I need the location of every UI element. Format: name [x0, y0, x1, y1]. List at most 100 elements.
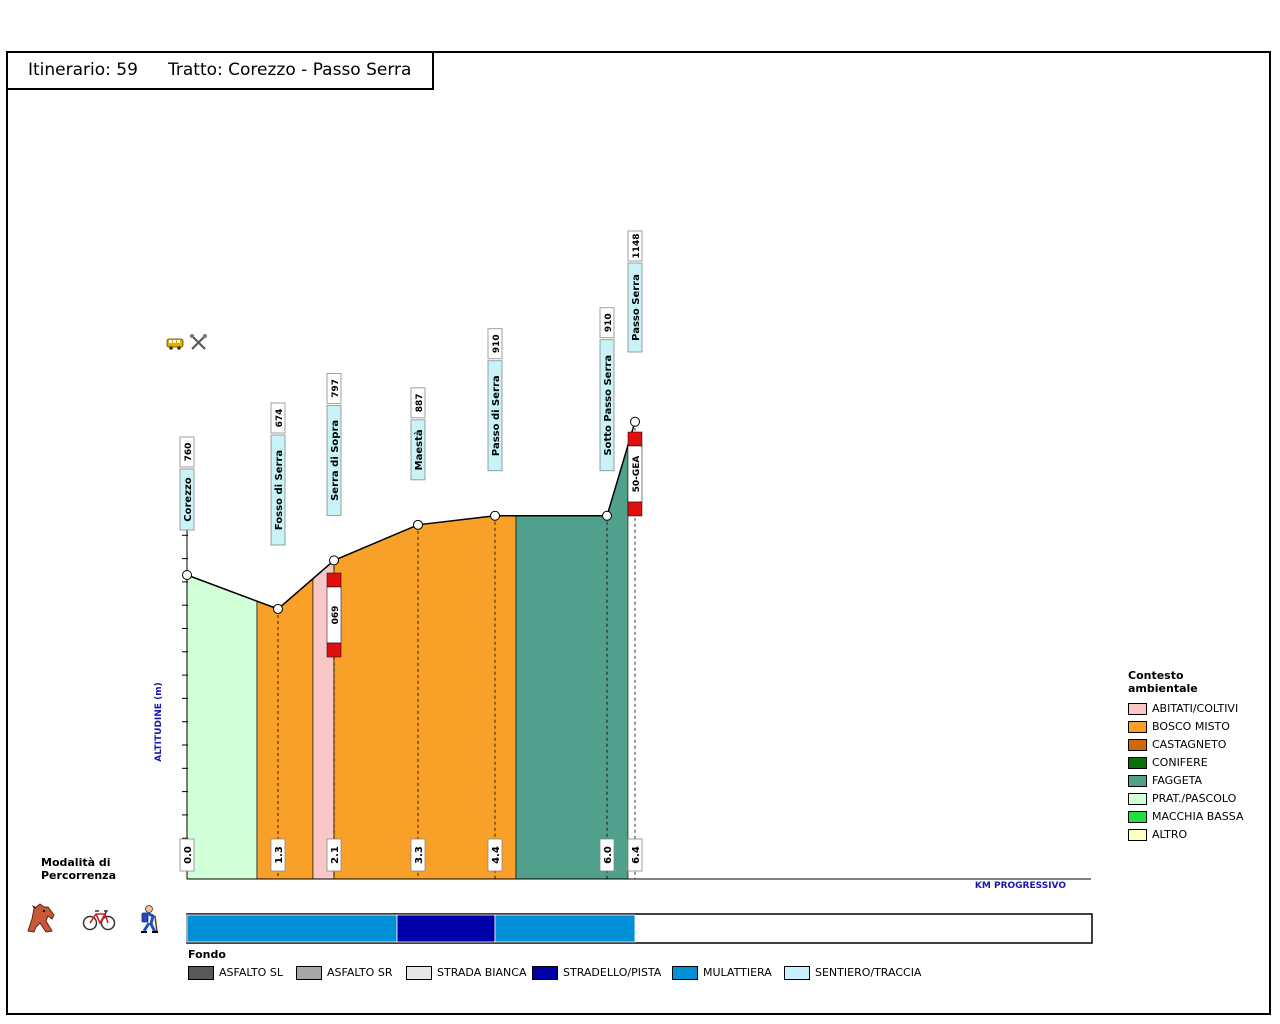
context-legend-item: ABITATI/COLTIVI: [1128, 702, 1238, 716]
legend-label: STRADELLO/PISTA: [563, 966, 662, 979]
context-legend-title: Contesto ambientale: [1128, 669, 1198, 695]
waypoint-name-box: [270, 434, 286, 546]
waypoint-point: [273, 603, 283, 614]
altitude-label-box: [487, 328, 503, 360]
legend-label: ALTRO: [1152, 828, 1188, 841]
profile-line-group: [182, 416, 640, 614]
waypoint-name-box: [599, 339, 615, 472]
fondo-legend-item: SENTIERO/TRACCIA: [784, 966, 921, 980]
km-label: 6.4: [627, 838, 643, 872]
waypoint-name: Maestà: [410, 419, 426, 481]
waypoint-name-box: [179, 468, 195, 531]
km-label-text: 0.0: [183, 846, 194, 864]
km-label: 0.0: [179, 838, 195, 872]
legend-label: STRADA BIANCA: [437, 966, 527, 979]
km-label-box: [599, 838, 615, 872]
km-label-box: [627, 838, 643, 872]
waypoint-name-text: Fosso di Serra: [274, 450, 285, 530]
km-label-text: 4.4: [491, 846, 502, 864]
waypoint-name: Passo di Serra: [487, 360, 503, 472]
altitude-label-text: 674: [275, 409, 285, 428]
fondo-segment: [494, 914, 636, 943]
altitude-label-box: [410, 387, 426, 419]
trail-marker-bottom: [326, 642, 342, 658]
modalita-title-line2: Percorrenza: [41, 869, 116, 882]
legend-swatch: [296, 966, 322, 980]
legend-swatch: [1128, 703, 1147, 715]
legend-swatch: [532, 966, 558, 980]
modalita-title: Modalità di Percorrenza: [41, 856, 116, 882]
context-area: [333, 515, 517, 880]
legend-label: PRAT./PASCOLO: [1152, 792, 1237, 805]
legend-label: MULATTIERA: [703, 966, 772, 979]
context-area: [186, 574, 258, 880]
context-legend-title-line2: ambientale: [1128, 682, 1198, 695]
waypoint-name-box: [627, 262, 643, 353]
trail-marker: 50-GEA: [627, 431, 643, 517]
km-label-box: [270, 838, 286, 872]
fondo-legend-item: ASFALTO SR: [296, 966, 392, 980]
waypoint-point: [602, 510, 612, 521]
legend-label: FAGGETA: [1152, 774, 1203, 787]
y-axis-label: ALTITUDINE (m): [154, 682, 164, 761]
altitude-label-box: [599, 307, 615, 339]
waypoint-labels: 0.0 Corezzo 760 1.3 Fosso di Serra 674 2.1 Serr…: [179, 230, 643, 872]
bicycle-icon: [82, 910, 116, 931]
altitude-label-text: 910: [604, 313, 614, 332]
altitude-label-text: 887: [415, 393, 425, 412]
km-label: 2.1: [326, 838, 342, 872]
legend-swatch: [1128, 739, 1147, 751]
context-legend-item: CASTAGNETO: [1128, 738, 1226, 752]
waypoint-name-box: [326, 404, 342, 516]
title-box: Itinerario: 59 Tratto: Corezzo - Passo S…: [6, 51, 434, 90]
km-label-box: [326, 838, 342, 872]
context-legend-item: MACCHIA BASSA: [1128, 810, 1244, 824]
hiker-icon: [141, 905, 158, 933]
legend-label: MACCHIA BASSA: [1152, 810, 1244, 823]
waypoint-name: Serra di Sopra: [326, 404, 342, 516]
context-legend-item: ALTRO: [1128, 828, 1187, 842]
legend-swatch: [1128, 793, 1147, 805]
legend-swatch: [1128, 811, 1147, 823]
fondo-bar: [186, 913, 1093, 944]
legend-label: SENTIERO/TRACCIA: [815, 966, 922, 979]
km-label-box: [487, 838, 503, 872]
waypoint-name-box: [487, 360, 503, 472]
legend-swatch: [1128, 721, 1147, 733]
altitude-label-box: [270, 402, 286, 434]
waypoint-name-text: Serra di Sopra: [330, 420, 341, 501]
trail-marker-bottom: [627, 501, 643, 517]
waypoint-point: [329, 555, 339, 566]
altitude-label-box: [179, 436, 195, 468]
legend-label: ASFALTO SL: [219, 966, 283, 979]
altitude-label: 887: [410, 387, 426, 419]
trail-marker-top: [627, 431, 643, 447]
context-legend-title-line1: Contesto: [1128, 669, 1184, 682]
altitude-label-box: [627, 230, 643, 262]
altitude-label-box: [326, 372, 342, 404]
altitude-label: 1148: [627, 230, 643, 262]
context-area: [515, 445, 629, 880]
context-areas: [186, 445, 1091, 880]
legend-label: CONIFERE: [1152, 756, 1208, 769]
altitude-label-text: 760: [184, 443, 194, 462]
waypoint-name-text: Passo Serra: [631, 274, 642, 341]
trail-marker: 069: [326, 572, 342, 658]
fondo-legend-item: STRADA BIANCA: [406, 966, 526, 980]
horse-icon: [27, 903, 55, 933]
km-label-text: 1.3: [274, 846, 285, 864]
km-label-box: [179, 838, 195, 872]
legend-label: BOSCO MISTO: [1152, 720, 1230, 733]
context-legend-item: PRAT./PASCOLO: [1128, 792, 1236, 806]
waypoint-name-text: Passo di Serra: [491, 375, 502, 456]
waypoint-name: Passo Serra: [627, 262, 643, 353]
altitude-label: 910: [599, 307, 615, 339]
km-label: 4.4: [487, 838, 503, 872]
bus-icon: [166, 338, 184, 350]
waypoint-name-text: Sotto Passo Serra: [603, 355, 614, 456]
km-label-text: 6.4: [631, 846, 642, 864]
altitude-label: 760: [179, 436, 195, 468]
y-axis: [182, 510, 188, 879]
fondo-segment: [186, 914, 398, 943]
